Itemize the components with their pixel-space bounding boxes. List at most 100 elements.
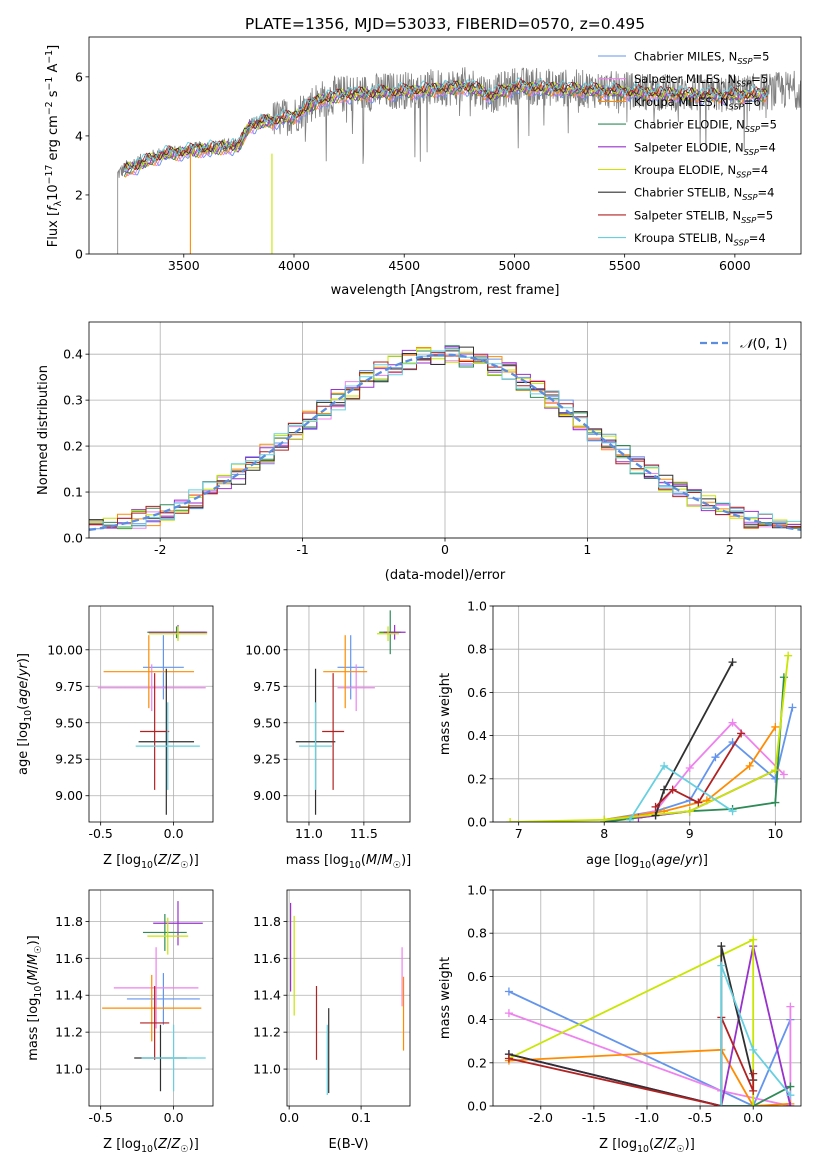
mass_weight_vs_Z-marker-7-4 [749, 1069, 758, 1078]
age_vs_Z-ylabel: age [log10(age/yr)] [16, 653, 34, 775]
age_vs_mass-ticks: 11.0 11.5 9.00 9.25 9.50 9.75 10.00 [245, 642, 378, 841]
mass_weight_vs_age-marker-5-1 [600, 815, 609, 822]
spectrum-plot [117, 67, 801, 254]
mass_weight_vs_Z-xlabel: Z [log10(Z/Z☉)] [599, 1137, 695, 1155]
residual-histogram-8 [89, 348, 801, 528]
residuals-ylabel: Normed distribution [36, 365, 51, 495]
age_vs_Z-ytick-label: 9.00 [55, 788, 83, 803]
spectrum-xlabel: wavelength [Angstrom, rest frame] [331, 283, 560, 298]
spectrum-xtick-label: 4500 [388, 258, 420, 273]
mass_vs_Z-ytick-label: 11.8 [55, 914, 83, 929]
age_vs_Z-frame [88, 605, 214, 823]
mass_vs_Z-ticks: -0.5 0.0 11.0 11.2 11.4 11.6 11.8 [55, 914, 183, 1125]
residual-histogram-7 [89, 352, 801, 529]
mass_weight_vs_age-ytick-label: 0.2 [467, 771, 487, 786]
age_vs_Z-xtick-label: -0.5 [88, 826, 112, 841]
mass_vs_Z-ytick-label: 11.6 [55, 951, 83, 966]
mass_weight_vs_age-marker-1-2 [685, 764, 694, 772]
mass_weight_vs_Z-marker-7-3 [749, 1086, 758, 1095]
residuals-xtick-label: -2 [154, 542, 166, 557]
mass_weight_vs_age-marker-4-0 [634, 813, 643, 822]
mass_weight_vs_age-marker-2-4 [771, 722, 780, 731]
mass_vs_Z-ytick-label: 11.2 [55, 1025, 83, 1040]
mass_vs_Z-ytick-label: 11.0 [55, 1062, 83, 1077]
mass_vs_Z-frame [88, 889, 214, 1107]
age_vs_mass-axes: 11.0 11.5 9.00 9.25 9.50 9.75 10.00 [245, 605, 411, 841]
mass_weight_vs_age-marker-5-2 [685, 807, 694, 816]
mass_weight_vs_age-marker-6-0 [651, 811, 660, 820]
mass_weight_vs_age-marker-3-4 [771, 798, 780, 807]
mass_weight_vs_age-line-1 [604, 721, 785, 822]
mass_weight_vs_Z-line-5 [508, 938, 755, 1106]
mass_weight_vs_age-marker-8-1 [660, 761, 669, 770]
residuals-xtick-label: -1 [296, 542, 308, 557]
legend-label-3: Chabrier ELODIE, NSSP=5 [634, 118, 777, 134]
mass_weight_vs_Z-line-4 [508, 945, 792, 1106]
model-spectrum-line-5 [124, 81, 768, 172]
mass_weight_vs_age-ytick-label: 0.6 [467, 685, 487, 700]
mass_weight_vs_age-marker-7-2 [694, 798, 703, 807]
mass_weight_vs_Z-marker-1-0 [504, 1009, 513, 1018]
age_vs_Z-axes: -0.5 0.0 9.00 9.25 9.50 9.75 10.00 [47, 605, 214, 841]
mass_weight_vs_age-marker-7-0 [651, 802, 660, 811]
age_vs_Z-grid [89, 606, 213, 822]
mass_weight_vs_Z-ytick-label: 0.8 [467, 926, 487, 941]
mass_weight_vs_Z-line-8 [720, 965, 792, 1106]
residuals-ytick-label: 0.0 [63, 531, 83, 546]
spectrum-ytick-label: 4 [75, 128, 83, 143]
mass_weight_vs_age-marker-5-3 [771, 766, 780, 775]
mass_vs_ebv-ytick-label: 11.2 [253, 1025, 281, 1040]
age_vs_mass-ytick-label: 9.00 [253, 788, 281, 803]
model-spectrum-line-8 [123, 77, 768, 172]
mass_vs_ebv-ticks: 0.0 0.1 11.0 11.2 11.4 11.6 11.8 [253, 914, 371, 1125]
mass_weight_vs_age-xtick-label: 8 [600, 826, 608, 841]
residuals-ytick-label: 0.4 [63, 347, 83, 362]
mass_weight_vs_Z-ytick-label: 0.0 [467, 1099, 487, 1114]
spectrum-xtick-label: 3500 [168, 258, 200, 273]
age_vs_mass-ytick-label: 9.25 [253, 752, 281, 767]
mass_weight_vs_age-xlabel: age [log10(age/yr)] [586, 853, 708, 871]
mass_weight_vs_age-ticks: 7 8 9 10 0.0 0.2 0.4 0.6 0.8 1.0 [467, 599, 783, 842]
mass_weight_vs_age-marker-0-6 [788, 703, 797, 712]
mass_weight_vs_Z-marker-4-3 [786, 1102, 795, 1106]
mass_vs_Z-ytick-label: 11.4 [55, 988, 83, 1003]
mass_weight_vs_Z-ytick-label: 0.2 [467, 1055, 487, 1070]
mass_weight_vs_age-grid [493, 605, 801, 823]
residuals-plot [89, 345, 801, 532]
mass_weight_vs_Z-marker-5-1 [749, 935, 758, 944]
legend-label-1: Salpeter MILES, NSSP=5 [634, 72, 768, 88]
mass_weight_vs_age-marker-1-4 [779, 770, 788, 779]
mass_weight_vs_age-marker-5-4 [784, 651, 793, 660]
mass_vs_ebv-axes: 0.0 0.1 11.0 11.2 11.4 11.6 11.8 [253, 889, 411, 1125]
mass_vs_ebv-grid [287, 890, 410, 1106]
mass_weight_vs_age-marker-8-0 [625, 815, 634, 822]
spectrum-xtick-label: 4000 [278, 258, 310, 273]
residuals-axes: -2 -1 0 1 2 0.0 0.1 0.2 0.3 0.4 [63, 321, 802, 557]
mass_vs_Z-xtick-label: -0.5 [88, 1110, 112, 1125]
mass_vs_ebv-plot [289, 902, 405, 1095]
normal-curve [89, 353, 801, 532]
spectrum-title: PLATE=1356, MJD=53033, FIBERID=0570, z=0… [245, 15, 645, 33]
mass_vs_Z-plot [102, 901, 206, 1092]
age_vs_Z-xtick-label: 0.0 [164, 826, 184, 841]
mass_weight_vs_Z-axes: -2.0 -1.5 -1.0 -0.5 0.0 0.0 0.2 0.4 0.6 0.8 1.0 [467, 883, 802, 1126]
data-spectrum-line [117, 67, 801, 254]
spectrum-frame [88, 36, 802, 255]
residuals-legend-label: 𝒩(0, 1) [740, 337, 787, 352]
mass_weight_vs_Z-xtick-label: -1.0 [635, 1110, 659, 1125]
mass_weight_vs_Z-frame [492, 889, 802, 1107]
mass_weight_vs_Z-marker-6-2 [717, 942, 726, 951]
mass_vs_ebv-xtick-label: 0.1 [351, 1110, 371, 1125]
mass_weight_vs_age-marker-6-1 [660, 785, 669, 794]
mass_weight_vs_Z-xtick-label: 0.0 [743, 1110, 763, 1125]
legend-label-2: Kroupa MILES, NSSP=6 [634, 95, 761, 111]
legend-label-4: Salpeter ELODIE, NSSP=4 [634, 140, 776, 156]
age_vs_Z-xlabel: Z [log10(Z/Z☉)] [103, 853, 199, 871]
legend-label-8: Kroupa STELIB, NSSP=4 [634, 231, 766, 247]
mass_vs_Z-xtick-label: 0.0 [164, 1110, 184, 1125]
mass_weight_vs_Z-ticks: -2.0 -1.5 -1.0 -0.5 0.0 0.0 0.2 0.4 0.6 0.8 1.0 [467, 883, 763, 1126]
mass_vs_ebv-xtick-label: 0.0 [279, 1110, 299, 1125]
residuals-xtick-label: 1 [583, 542, 591, 557]
mass_weight_vs_Z-line-1 [508, 1006, 792, 1106]
